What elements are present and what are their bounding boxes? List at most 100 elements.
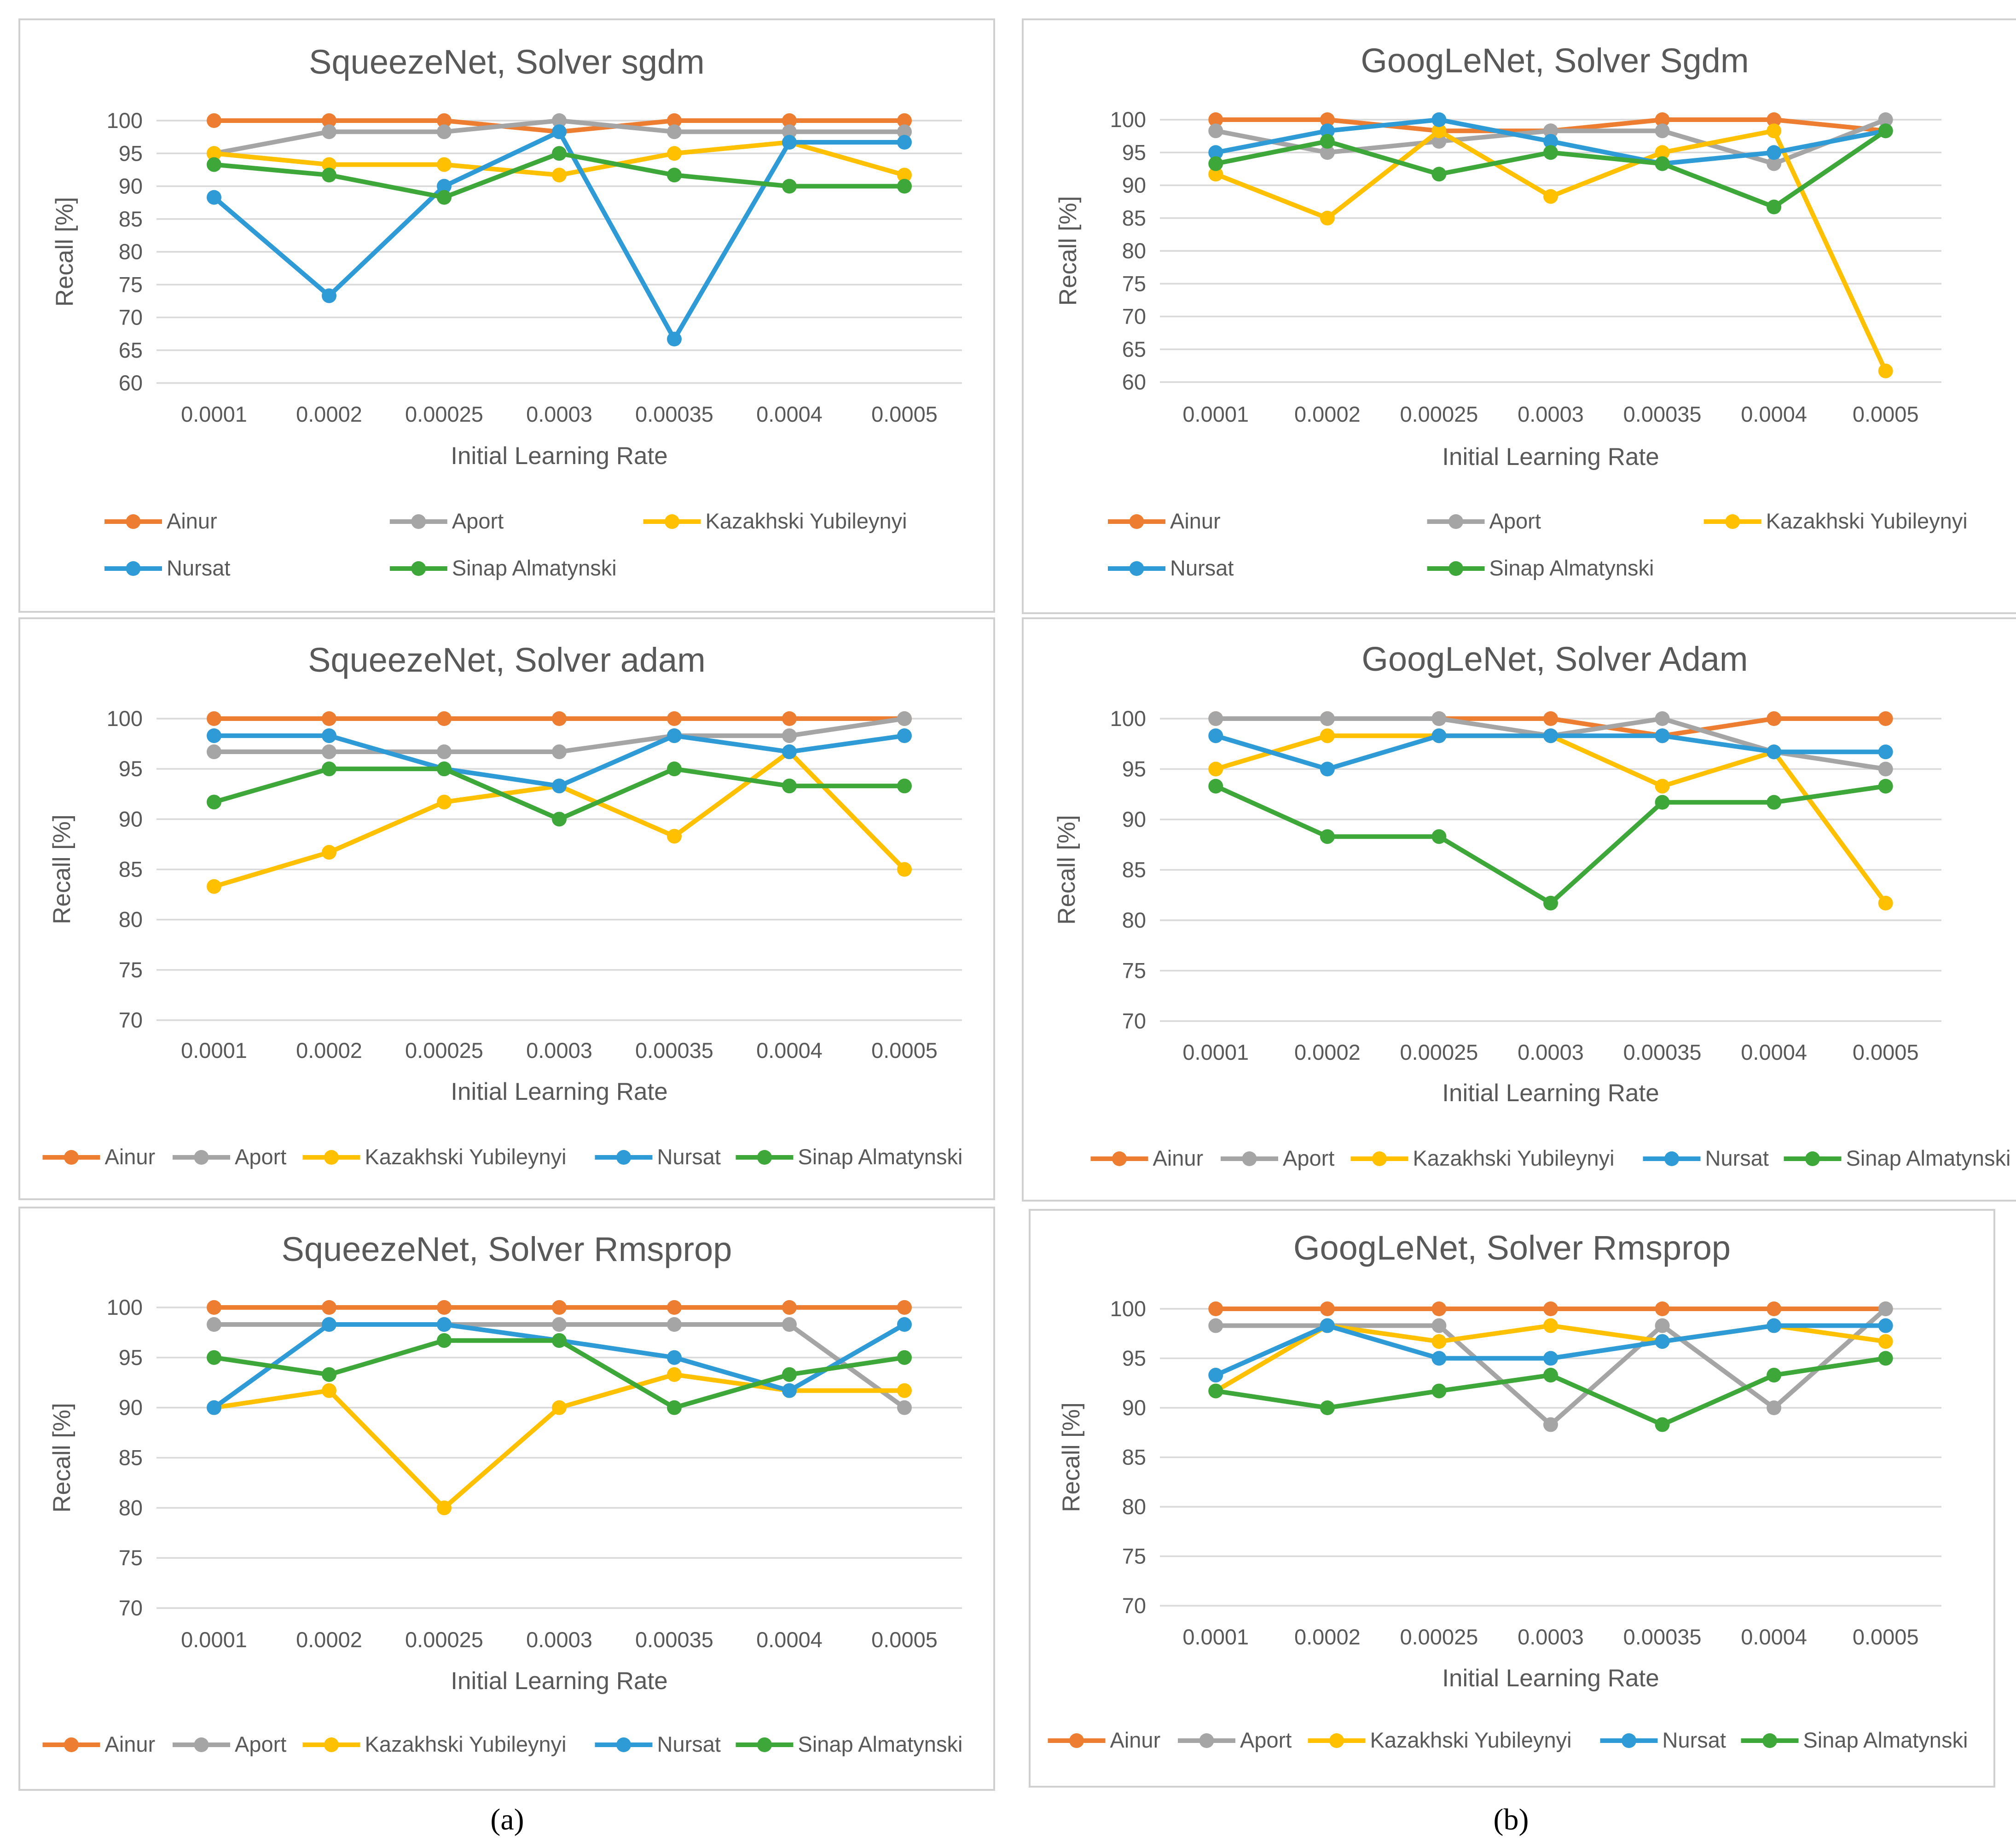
data-point (1320, 829, 1335, 844)
data-point (437, 113, 452, 128)
legend-item-sinap-almatynski: Sinap Almatynski (1427, 556, 1654, 580)
chart-title: GoogLeNet, Solver Adam (1361, 640, 1748, 678)
y-tick-label: 80 (1122, 908, 1146, 932)
data-point (1320, 210, 1335, 226)
x-tick-label: 0.0002 (1294, 1625, 1361, 1649)
data-point (1767, 156, 1782, 171)
data-point (667, 113, 682, 128)
x-tick-label: 0.00025 (1400, 1625, 1478, 1649)
legend-item-ainur: Ainur (1090, 1146, 1204, 1170)
data-point (1655, 1334, 1670, 1349)
y-axis-label: Recall [%] (1058, 1402, 1085, 1512)
legend-item-aport: Aport (173, 1732, 286, 1756)
y-tick-label: 90 (1122, 173, 1146, 197)
legend-label: Ainur (105, 1144, 156, 1169)
data-point (207, 1317, 221, 1332)
data-point (322, 711, 336, 726)
x-tick-label: 0.00035 (635, 1627, 713, 1652)
legend-item-ainur: Ainur (1048, 1728, 1160, 1752)
data-point (1878, 778, 1893, 794)
y-tick-label: 90 (1122, 807, 1146, 831)
legend-item-sinap-almatynski: Sinap Almatynski (736, 1732, 963, 1756)
data-point (322, 113, 336, 128)
data-point (667, 1350, 682, 1365)
data-point (1655, 728, 1670, 743)
legend-label: Nursat (1705, 1146, 1769, 1170)
chart-panel-frame (1029, 1209, 1995, 1788)
data-point (897, 728, 912, 743)
data-point (1320, 1301, 1335, 1316)
data-point (437, 711, 452, 726)
legend-item-aport: Aport (173, 1144, 286, 1169)
legend-label: Kazakhski Yubileynyi (706, 509, 907, 533)
x-axis-label: Initial Learning Rate (451, 442, 667, 470)
legend-item-aport: Aport (389, 509, 504, 533)
legend-marker (126, 514, 141, 529)
data-point (1543, 1301, 1558, 1316)
legend-label: Nursat (1170, 556, 1234, 580)
legend: Ainur Aport Kazakhski Yubileynyi Nursat Sina… (1108, 509, 1968, 580)
chart-panel-frame (18, 18, 995, 613)
data-point (1208, 1301, 1223, 1316)
data-point (437, 179, 452, 194)
x-axis-label: Initial Learning Rate (1442, 1665, 1659, 1692)
data-point (897, 1383, 912, 1398)
data-point (1878, 1318, 1893, 1333)
legend-item-kazakhski-yubileynyi: Kazakhski Yubileynyi (1308, 1728, 1572, 1752)
x-tick-label: 0.0005 (1853, 1040, 1919, 1064)
legend-label: Aport (235, 1144, 286, 1169)
legend-item-nursat: Nursat (1600, 1728, 1726, 1752)
data-point (207, 1400, 221, 1415)
legend-label: Nursat (167, 556, 230, 580)
data-point (667, 1367, 682, 1382)
data-point (1767, 1301, 1782, 1316)
data-point (552, 1333, 567, 1348)
data-point (897, 168, 912, 183)
y-tick-label: 70 (1122, 1009, 1146, 1033)
y-tick-label: 70 (119, 305, 143, 330)
data-point (1431, 829, 1447, 844)
data-point (667, 829, 682, 844)
legend-marker (194, 1150, 209, 1165)
series-aport (1208, 112, 1893, 171)
legend-label: Kazakhski Yubileynyi (365, 1732, 567, 1756)
y-tick-label: 60 (1122, 370, 1146, 394)
legend-label: Ainur (1153, 1146, 1204, 1170)
legend-item-nursat: Nursat (1108, 556, 1234, 580)
legend-item-sinap-almatynski: Sinap Almatynski (389, 556, 617, 580)
caption-b: (b) (1494, 1803, 1529, 1836)
data-point (437, 1500, 452, 1516)
data-point (1543, 189, 1558, 204)
y-tick-label: 95 (1122, 140, 1146, 164)
data-point (1320, 761, 1335, 777)
x-tick-label: 0.0004 (1741, 402, 1807, 426)
legend-marker (126, 561, 141, 576)
y-tick-label: 100 (107, 706, 143, 731)
chart-panel-frame (18, 1207, 995, 1791)
data-point (437, 124, 452, 139)
legend-item-aport: Aport (1178, 1728, 1292, 1752)
data-point (437, 744, 452, 760)
x-tick-label: 0.00025 (1400, 1040, 1478, 1064)
x-tick-label: 0.0005 (871, 1038, 938, 1063)
chart-title: GoogLeNet, Solver Sgdm (1361, 41, 1749, 80)
x-tick-label: 0.00025 (405, 402, 483, 426)
data-point (1878, 363, 1893, 378)
data-point (897, 778, 912, 794)
data-point (1767, 1318, 1782, 1333)
legend: Ainur Aport Kazakhski Yubileynyi Nursat Sina… (42, 1144, 962, 1169)
data-point (437, 157, 452, 172)
data-point (437, 190, 452, 205)
data-point (782, 744, 797, 760)
legend-label: Kazakhski Yubileynyi (1413, 1146, 1615, 1170)
data-point (1431, 1301, 1447, 1316)
x-tick-label: 0.00035 (1623, 1625, 1702, 1649)
data-point (1431, 134, 1447, 149)
data-point (667, 761, 682, 777)
y-tick-label: 80 (1122, 238, 1146, 263)
chart-panel-2: GoogLeNet, Solver Sgdm 60 65 70 75 80 85 90 95 10… (1022, 18, 2016, 614)
legend-label: Sinap Almatynski (798, 1732, 963, 1756)
data-point (1655, 1318, 1670, 1333)
data-point (1208, 1368, 1223, 1383)
data-point (1655, 778, 1670, 794)
